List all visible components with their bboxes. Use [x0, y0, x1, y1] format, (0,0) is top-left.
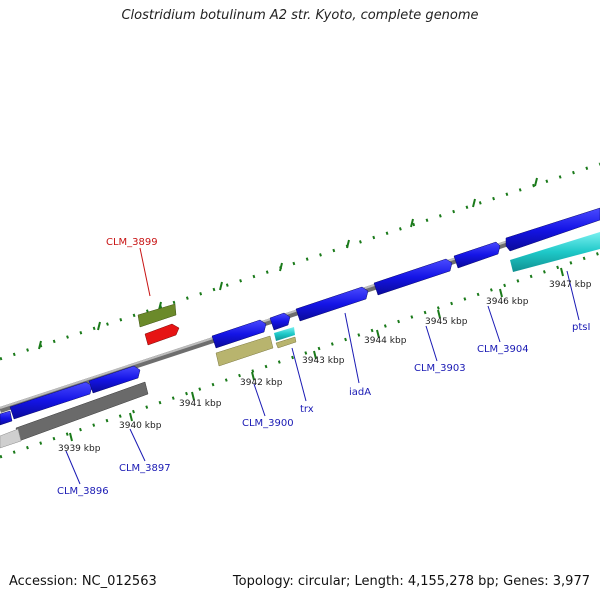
gene-trx-khaki[interactable] [275, 336, 297, 349]
kbp-label-3944: 3944 kbp [364, 336, 407, 346]
gene-label-clm-3897[interactable]: CLM_3897 [119, 463, 171, 474]
label-leaders [65, 247, 580, 485]
gene-label-clm-3896[interactable]: CLM_3896 [57, 486, 109, 497]
kbp-label-3946: 3946 kbp [486, 297, 529, 307]
topology-label: Topology: circular; Length: 4,155,278 bp… [232, 574, 590, 589]
map-title: Clostridium botulinum A2 str. Kyoto, com… [121, 8, 479, 23]
gene-trx-arrow[interactable] [269, 312, 291, 331]
kbp-label-3942: 3942 kbp [240, 378, 283, 388]
gene-clm-3900-arrow[interactable] [211, 319, 267, 349]
gene-label-trx[interactable]: trx [300, 404, 314, 415]
gene-iada-arrow[interactable] [295, 286, 369, 322]
gene-clm-3896-arrow[interactable] [0, 410, 13, 426]
gene-clm-3899-olive[interactable] [137, 303, 177, 328]
gene-ptsi-arrow[interactable] [505, 207, 600, 252]
gene-label-clm-3899[interactable]: CLM_3899 [106, 237, 158, 248]
kbp-label-3945: 3945 kbp [425, 317, 468, 327]
gene-trx-cyan[interactable] [274, 327, 295, 341]
inner-tick-track [0, 251, 600, 459]
kbp-labels: 3939 kbp 3940 kbp 3941 kbp 3942 kbp 3943… [58, 280, 592, 454]
inner-major-ticks [69, 267, 564, 442]
gene-clm-3904-arrow[interactable] [453, 241, 501, 269]
gene-clm-3899-red[interactable] [144, 323, 180, 346]
gene-label-clm-3903[interactable]: CLM_3903 [414, 363, 466, 374]
gene-label-clm-3900[interactable]: CLM_3900 [242, 418, 294, 429]
gene-clm-3897-arrow[interactable] [9, 381, 93, 420]
gene-label-clm-3904[interactable]: CLM_3904 [477, 344, 529, 355]
gene-clm-3903-arrow[interactable] [373, 258, 453, 296]
kbp-label-3941: 3941 kbp [179, 399, 222, 409]
kbp-label-3947: 3947 kbp [549, 280, 592, 290]
gene-clm-3896-lightgray[interactable] [0, 428, 22, 449]
gene-label-iada[interactable]: iadA [349, 387, 371, 398]
accession-label: Accession: NC_012563 [9, 574, 157, 589]
kbp-label-3943: 3943 kbp [302, 356, 345, 366]
gene-ptsi-cyan[interactable] [510, 232, 600, 272]
gene-label-ptsi[interactable]: ptsI [572, 322, 590, 333]
gene-clm-3900-khaki[interactable] [215, 335, 274, 367]
kbp-label-3940: 3940 kbp [119, 421, 162, 431]
kbp-label-3939: 3939 kbp [58, 444, 101, 454]
outer-tick-track [0, 162, 600, 361]
gene-clm-3898-arrow[interactable] [88, 365, 141, 394]
